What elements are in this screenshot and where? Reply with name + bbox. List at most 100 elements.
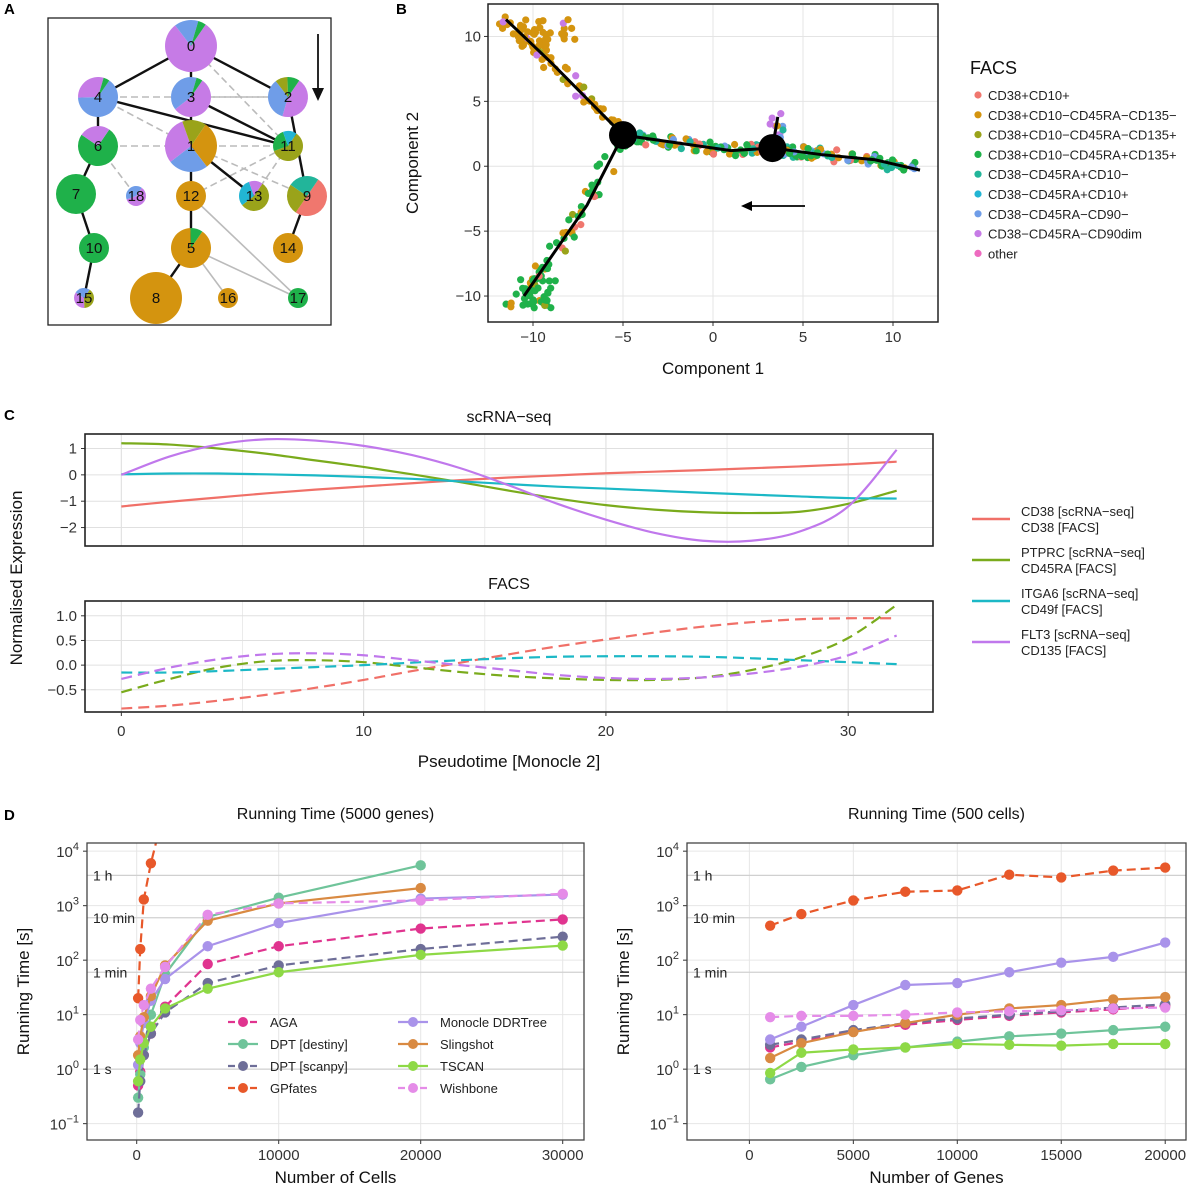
series-line	[769, 996, 1166, 1060]
reference-label: 1 min	[93, 964, 127, 980]
data-point	[1160, 937, 1171, 948]
scatter-point	[779, 126, 787, 134]
node-label: 3	[187, 89, 195, 106]
series-line	[121, 617, 897, 710]
subplot-title: FACS	[488, 576, 530, 593]
data-point	[1004, 967, 1015, 978]
data-point	[764, 1011, 776, 1023]
series-line	[121, 442, 897, 515]
data-point	[132, 1034, 144, 1045]
data-point	[132, 1076, 144, 1087]
y-axis-label: Running Time [s]	[14, 928, 33, 1056]
graph-node: 6	[78, 126, 119, 166]
legend-label: CD38+CD10−CD45RA−CD135−	[988, 108, 1177, 123]
data-point	[764, 1034, 776, 1045]
data-point	[273, 967, 284, 978]
legend-marker	[238, 1039, 248, 1049]
y-tick-label: 1	[69, 440, 77, 457]
data-point	[900, 1042, 911, 1053]
data-point	[1056, 1040, 1067, 1051]
scatter-point	[531, 28, 540, 37]
graph-node: 13	[239, 181, 269, 212]
scatter-point	[692, 147, 700, 155]
data-point	[1108, 865, 1119, 876]
legend-swatch	[974, 210, 982, 218]
legend-label: CD38+CD10+	[988, 88, 1070, 103]
graph-node: 1	[165, 120, 217, 173]
runtime-chart-cells: Running Time (5000 genes) 10−1 100 101 102 10…	[14, 806, 585, 1187]
legend-label: CD45RA [FACS]	[1021, 561, 1116, 576]
x-tick-label: 0	[117, 723, 125, 740]
data-point	[1160, 1021, 1171, 1032]
legend-marker	[408, 1017, 418, 1027]
scatter-point	[534, 284, 542, 292]
x-tick-label: 10000	[936, 1147, 978, 1164]
data-point	[135, 1054, 146, 1065]
node-pie-slice	[191, 21, 206, 46]
data-point	[900, 1009, 911, 1020]
data-point	[796, 1047, 807, 1058]
graph-node: 11	[273, 131, 304, 162]
panel-d: Running Time (5000 genes) 10−1 100 101 102 10…	[14, 806, 1187, 1187]
node-label: 13	[246, 188, 263, 205]
graph-edge-weak	[190, 145, 308, 197]
scatter-point	[601, 153, 609, 161]
node-pie-slice	[273, 131, 288, 152]
data-point	[202, 958, 213, 970]
reference-label: 1 h	[693, 867, 712, 883]
y-tick-label: 102	[656, 950, 679, 970]
y-tick-label: 0.0	[56, 657, 77, 674]
data-point	[273, 917, 284, 929]
panel-label-c: C	[4, 407, 15, 424]
chart-title: Running Time (5000 genes)	[237, 806, 434, 823]
x-tick-label: 5000	[837, 1147, 870, 1164]
data-point	[159, 973, 171, 985]
trajectory-line	[522, 134, 625, 297]
legend-marker	[238, 1017, 248, 1027]
legend-label: Wishbone	[440, 1081, 498, 1096]
series-line	[120, 437, 898, 543]
subplot-scrna: scRNA−seq 1 0 −1 −2	[60, 409, 934, 547]
legend-label: DPT [destiny]	[270, 1037, 348, 1052]
series-line	[769, 941, 1166, 1041]
node-label: 7	[72, 186, 80, 203]
node-label: 4	[94, 89, 102, 106]
data-point	[132, 993, 144, 1004]
node-pie-slice	[78, 129, 119, 166]
legend-marker	[408, 1083, 418, 1093]
scatter-point	[571, 35, 579, 43]
node-pie-slice	[126, 187, 146, 206]
data-point	[952, 977, 963, 989]
scatter-point	[636, 129, 644, 137]
scatter-point	[580, 98, 588, 106]
legend-label: CD38−CD45RA+CD10+	[988, 187, 1129, 202]
node-pie-slice	[165, 24, 217, 72]
scatter-point	[743, 141, 751, 149]
legend-label: GPfates	[270, 1081, 317, 1096]
node-label: 6	[94, 138, 102, 155]
node-pie-slice	[275, 77, 288, 97]
scatter-point	[642, 141, 650, 149]
legend-swatch	[974, 111, 982, 119]
scatter-point	[584, 189, 592, 198]
node-pie-slice	[287, 77, 300, 97]
data-point	[1160, 991, 1171, 1003]
x-tick-label: 20	[598, 723, 615, 740]
scatter-point	[520, 294, 529, 303]
node-pie-slice	[171, 228, 211, 269]
legend-label: CD38+CD10−CD45RA−CD135+	[988, 128, 1177, 143]
node-pie-slice	[84, 289, 95, 308]
data-point	[900, 886, 911, 897]
graph-node: 15	[73, 288, 95, 308]
node-pie-slice	[290, 176, 319, 196]
plot-frame	[686, 842, 1187, 1141]
reference-label: 1 s	[93, 1061, 112, 1077]
graph-edge-weak	[190, 145, 289, 197]
x-axis-label: Pseudotime [Monocle 2]	[418, 752, 600, 771]
legend-label: CD38 [FACS]	[1021, 520, 1099, 535]
x-tick-label: 0	[709, 329, 717, 346]
node-pie-slice	[98, 77, 110, 97]
x-tick-label: 30000	[542, 1147, 584, 1164]
data-point	[202, 983, 213, 994]
x-axis-label: Number of Cells	[275, 1168, 397, 1187]
